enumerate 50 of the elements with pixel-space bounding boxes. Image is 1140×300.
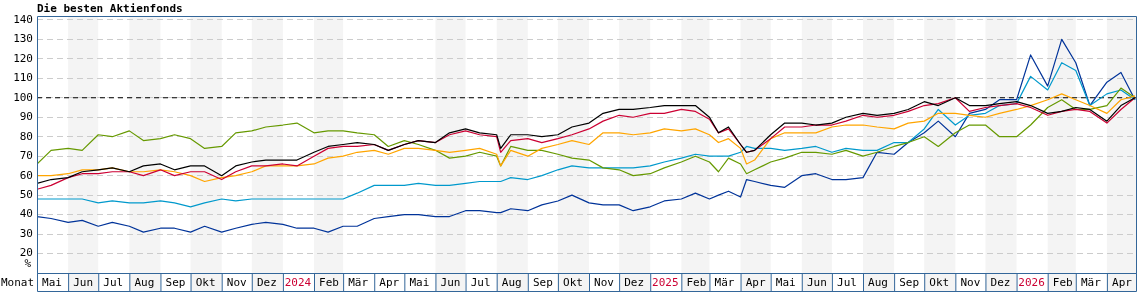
x-tick-label: Feb xyxy=(686,276,707,290)
x-tick-label: Jul xyxy=(103,276,124,290)
x-tick-label: Jun xyxy=(440,276,461,290)
y-tick-label: 30 xyxy=(19,226,33,240)
x-tick-label: Mär xyxy=(1080,276,1102,290)
x-tick-label: Mai xyxy=(42,276,62,290)
y-tick-label: 40 xyxy=(19,207,33,221)
x-tick-label: Feb xyxy=(1052,276,1073,290)
x-tick-label: Dez xyxy=(990,276,1011,290)
x-tick-label: 2026 xyxy=(1018,276,1045,290)
x-tick-label: Jun xyxy=(73,276,94,290)
x-tick-label: Okt xyxy=(195,276,216,290)
y-tick-label: 90 xyxy=(19,110,33,124)
x-tick-label: 2024 xyxy=(284,276,312,290)
x-axis-title: Monat xyxy=(1,275,35,289)
y-tick-label: 110 xyxy=(13,71,33,85)
x-tick-label: Aug xyxy=(134,276,155,290)
y-tick-label: 60 xyxy=(19,168,33,182)
x-tick-label: Feb xyxy=(319,276,339,290)
x-tick-label: Mär xyxy=(348,276,369,290)
x-tick-label: Mär xyxy=(714,276,735,290)
x-tick-label: Nov xyxy=(226,276,248,290)
chart-title: Die besten Aktienfonds xyxy=(37,2,183,15)
x-tick-label: Okt xyxy=(563,276,583,290)
x-tick-label: Jun xyxy=(806,276,827,290)
y-tick-label: 80 xyxy=(19,129,33,143)
x-tick-label: Dez xyxy=(256,276,277,290)
y-tick-label: 50 xyxy=(19,187,33,201)
x-tick-label: Sep xyxy=(899,276,920,290)
x-tick-label: Nov xyxy=(960,276,981,290)
x-tick-label: Jul xyxy=(837,276,857,290)
x-tick-label: Okt xyxy=(929,276,950,290)
x-tick-label: Jul xyxy=(470,276,491,290)
y-tick-label: 140 xyxy=(13,12,33,26)
x-tick-label: Mai xyxy=(775,276,796,290)
x-tick-label: Nov xyxy=(594,276,615,290)
x-tick-label: 2025 xyxy=(652,276,679,290)
x-tick-label: Apr xyxy=(379,276,400,290)
x-tick-label: Sep xyxy=(165,276,186,290)
y-tick-label: 100 xyxy=(13,90,33,104)
x-tick-label: Aug xyxy=(868,276,888,290)
x-tick-label: Mai xyxy=(409,276,430,290)
y-tick-label: 120 xyxy=(13,51,33,65)
x-tick-label: Aug xyxy=(501,276,522,290)
y-tick-label: 70 xyxy=(19,149,33,163)
x-tick-label: Dez xyxy=(624,276,645,290)
x-tick-label: Apr xyxy=(745,276,766,290)
x-tick-label: Sep xyxy=(532,276,553,290)
y-tick-label: 130 xyxy=(13,32,33,46)
x-tick-label: Apr xyxy=(1112,276,1133,290)
